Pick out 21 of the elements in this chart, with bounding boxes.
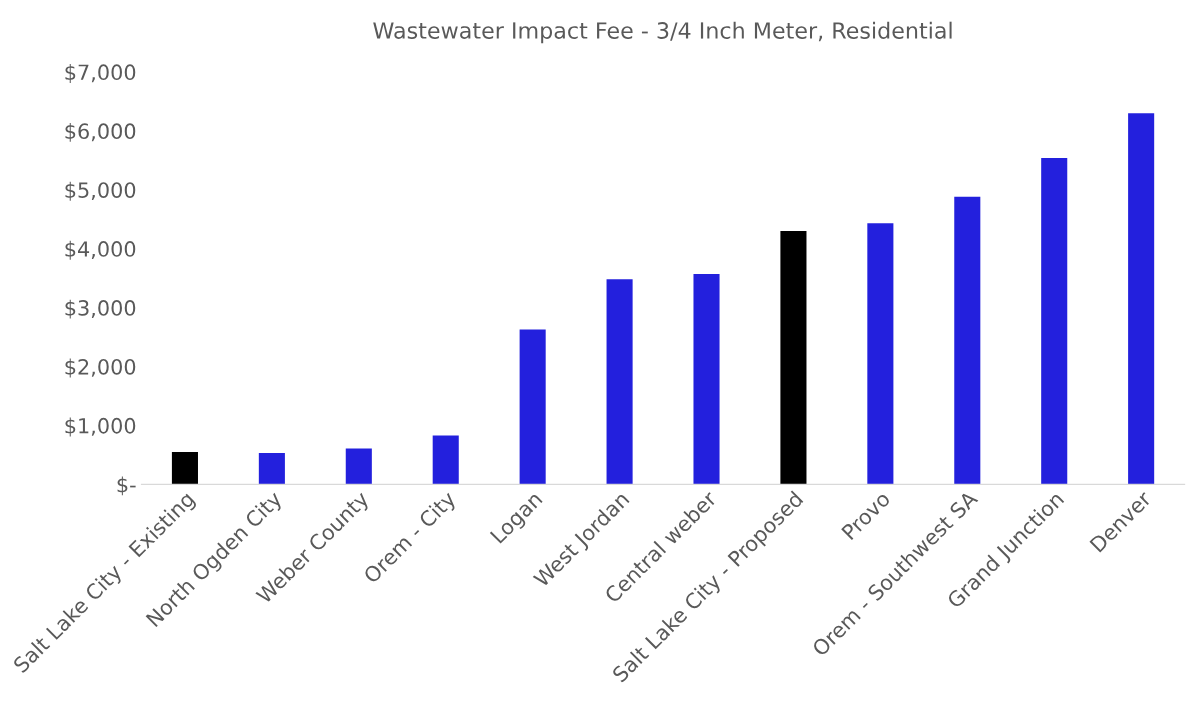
bar (1041, 157, 1068, 485)
bar (1128, 113, 1155, 485)
y-tick-label: $1,000 (65, 417, 136, 437)
y-tick-label: $6,000 (65, 122, 136, 142)
bar (606, 279, 633, 485)
y-tick-label: $5,000 (65, 181, 136, 201)
bar (867, 223, 894, 485)
bar (432, 435, 459, 485)
y-tick-label: $3,000 (65, 299, 136, 319)
bar (171, 451, 198, 485)
y-tick-label: $7,000 (65, 63, 136, 83)
y-tick-label: $2,000 (65, 358, 136, 378)
bar (345, 448, 372, 485)
chart-title: Wastewater Impact Fee - 3/4 Inch Meter, Residential (373, 21, 952, 44)
y-tick-label: $- (117, 476, 136, 496)
bar (519, 329, 546, 485)
bar (693, 274, 720, 485)
bar (258, 453, 285, 485)
bar (954, 196, 981, 485)
bar (780, 230, 807, 485)
y-tick-label: $4,000 (65, 240, 136, 260)
